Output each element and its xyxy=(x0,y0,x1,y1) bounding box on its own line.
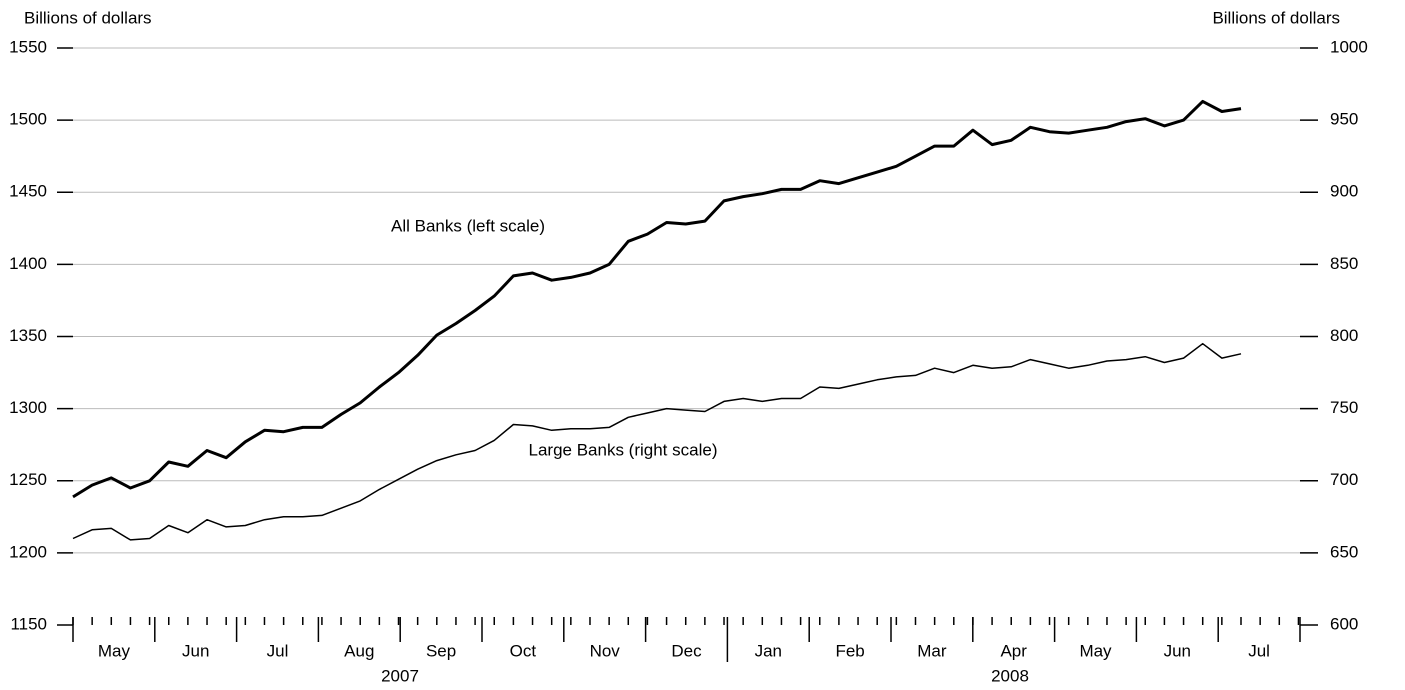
x-tick-label: Mar xyxy=(917,641,947,660)
y-tick-label: 1250 xyxy=(9,470,47,489)
x-year-label: 2007 xyxy=(381,666,419,685)
x-tick-label: Feb xyxy=(835,641,864,660)
y2-tick-label: 1000 xyxy=(1330,37,1368,56)
x-tick-label: Jul xyxy=(1248,641,1270,660)
series-label: Large Banks (right scale) xyxy=(529,440,718,459)
x-year-label: 2008 xyxy=(991,666,1029,685)
y-tick-label: 1300 xyxy=(9,398,47,417)
y2-tick-label: 900 xyxy=(1330,182,1358,201)
series-label: All Banks (left scale) xyxy=(391,216,545,235)
y2-tick-label: 700 xyxy=(1330,470,1358,489)
x-tick-label: May xyxy=(1079,641,1112,660)
x-tick-label: Oct xyxy=(510,641,537,660)
y-tick-label: 1200 xyxy=(9,542,47,561)
x-tick-label: Jun xyxy=(182,641,209,660)
x-tick-label: Sep xyxy=(426,641,456,660)
y2-tick-label: 950 xyxy=(1330,110,1358,129)
series-line xyxy=(72,342,1242,541)
y-tick-label: 1550 xyxy=(9,37,47,56)
y-tick-label: 1500 xyxy=(9,110,47,129)
y2-tick-label: 750 xyxy=(1330,398,1358,417)
x-tick-label: May xyxy=(98,641,131,660)
x-tick-label: Nov xyxy=(590,641,621,660)
y2-axis-label: Billions of dollars xyxy=(1212,8,1340,27)
y-axis-label: Billions of dollars xyxy=(24,8,152,27)
y-tick-label: 1400 xyxy=(9,254,47,273)
x-tick-label: Jan xyxy=(755,641,782,660)
y2-tick-label: 650 xyxy=(1330,542,1358,561)
y2-tick-label: 800 xyxy=(1330,326,1358,345)
x-tick-label: Dec xyxy=(671,641,702,660)
x-tick-label: Jun xyxy=(1164,641,1191,660)
y2-tick-label: 850 xyxy=(1330,254,1358,273)
y-tick-label: 1450 xyxy=(9,182,47,201)
y2-tick-label: 600 xyxy=(1330,614,1358,633)
y-tick-label: 1350 xyxy=(9,326,47,345)
x-tick-label: Apr xyxy=(1000,641,1027,660)
y-tick-label: 1150 xyxy=(10,614,47,633)
series-line xyxy=(72,99,1242,499)
x-tick-label: Aug xyxy=(344,641,374,660)
x-tick-label: Jul xyxy=(267,641,289,660)
